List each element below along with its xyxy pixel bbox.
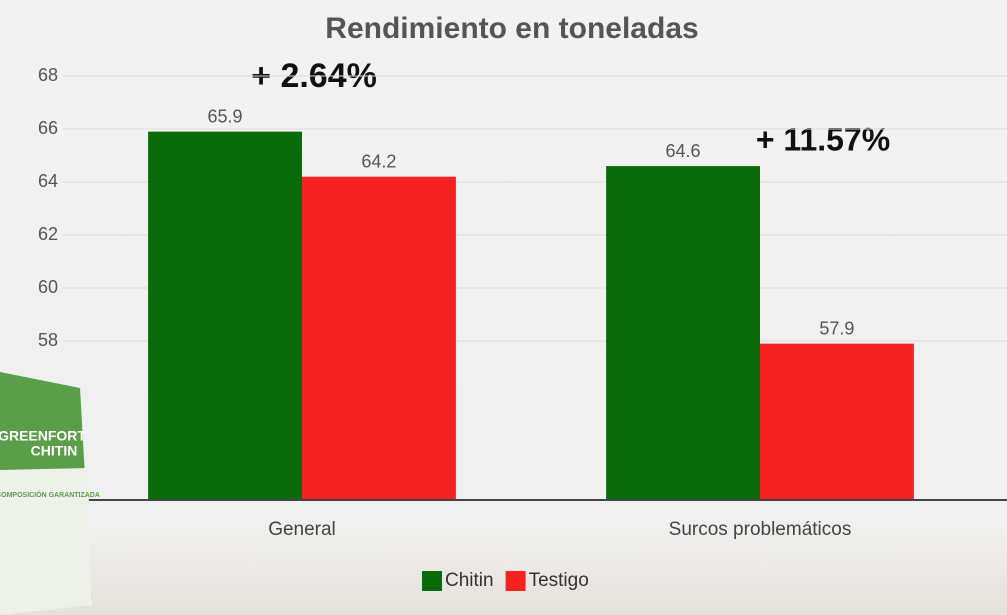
y-tick-label: 64 — [38, 171, 58, 191]
chart-title: Rendimiento en toneladas — [325, 12, 698, 45]
product-brand: GREENFORT — [0, 428, 86, 444]
legend-swatch — [422, 571, 442, 591]
bar — [148, 132, 302, 500]
y-tick-label: 58 — [38, 330, 58, 350]
value-label: 64.6 — [666, 141, 701, 161]
x-tick-label: General — [268, 519, 336, 540]
annotation: + 11.57% — [756, 121, 890, 157]
bar — [606, 166, 760, 500]
legend-label: Testigo — [529, 570, 589, 591]
y-tick-label: 62 — [38, 224, 58, 244]
value-label: 57.9 — [819, 318, 854, 338]
chart: Rendimiento en toneladas + 2.64% + 11.57… — [0, 0, 1007, 615]
product-text: COMPOSICIÓN GARANTIZADA — [0, 490, 100, 499]
y-tick-label: 60 — [38, 277, 58, 297]
bar — [760, 344, 914, 500]
bar — [302, 177, 456, 500]
legend-label: Chitin — [445, 570, 494, 591]
x-tick-label: Surcos problemáticos — [669, 519, 852, 540]
value-label: 64.2 — [361, 151, 396, 171]
legend-swatch — [506, 571, 526, 591]
y-tick-label: 66 — [38, 118, 58, 138]
y-tick-label: 68 — [38, 65, 58, 85]
value-label: 65.9 — [208, 106, 243, 126]
product-label — [0, 468, 92, 615]
product-name: CHITIN — [31, 443, 78, 459]
